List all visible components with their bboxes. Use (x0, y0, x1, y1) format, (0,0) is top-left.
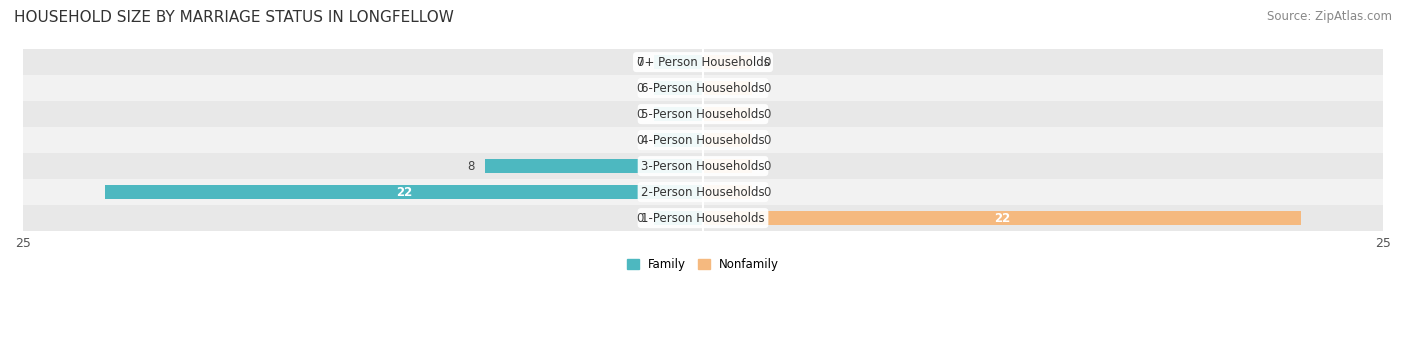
Bar (22, 127, 1384, 153)
Text: 2-Person Households: 2-Person Households (641, 186, 765, 198)
Bar (703, 133, 752, 147)
Text: Source: ZipAtlas.com: Source: ZipAtlas.com (1267, 10, 1392, 23)
Bar (703, 211, 1302, 225)
Text: 22: 22 (994, 212, 1011, 225)
Text: 0: 0 (763, 56, 770, 69)
Bar (654, 133, 703, 147)
Text: 4-Person Households: 4-Person Households (641, 134, 765, 147)
Text: 6-Person Households: 6-Person Households (641, 81, 765, 94)
Text: 0: 0 (763, 186, 770, 198)
Bar (22, 205, 1384, 231)
Text: 0: 0 (636, 108, 643, 121)
Text: 0: 0 (636, 56, 643, 69)
Bar (654, 211, 703, 225)
Text: 0: 0 (636, 212, 643, 225)
Text: 0: 0 (636, 81, 643, 94)
Bar (22, 75, 1384, 101)
Bar (703, 159, 752, 173)
Text: 0: 0 (763, 108, 770, 121)
Text: 8: 8 (467, 160, 474, 173)
Text: 3-Person Households: 3-Person Households (641, 160, 765, 173)
Legend: Family, Nonfamily: Family, Nonfamily (621, 254, 785, 276)
Bar (703, 55, 752, 69)
Bar (22, 179, 1384, 205)
Bar (104, 186, 703, 199)
Text: 0: 0 (763, 134, 770, 147)
Text: 7+ Person Households: 7+ Person Households (637, 56, 769, 69)
Bar (22, 101, 1384, 127)
Text: 0: 0 (636, 134, 643, 147)
Text: HOUSEHOLD SIZE BY MARRIAGE STATUS IN LONGFELLOW: HOUSEHOLD SIZE BY MARRIAGE STATUS IN LON… (14, 10, 454, 25)
Text: 22: 22 (395, 186, 412, 198)
Bar (703, 81, 752, 95)
Text: 0: 0 (763, 160, 770, 173)
Bar (485, 159, 703, 173)
Bar (654, 81, 703, 95)
Bar (654, 55, 703, 69)
Bar (703, 107, 752, 121)
Bar (654, 107, 703, 121)
Text: 1-Person Households: 1-Person Households (641, 212, 765, 225)
Bar (703, 186, 752, 199)
Bar (22, 49, 1384, 75)
Text: 5-Person Households: 5-Person Households (641, 108, 765, 121)
Bar (22, 153, 1384, 179)
Text: 0: 0 (763, 81, 770, 94)
